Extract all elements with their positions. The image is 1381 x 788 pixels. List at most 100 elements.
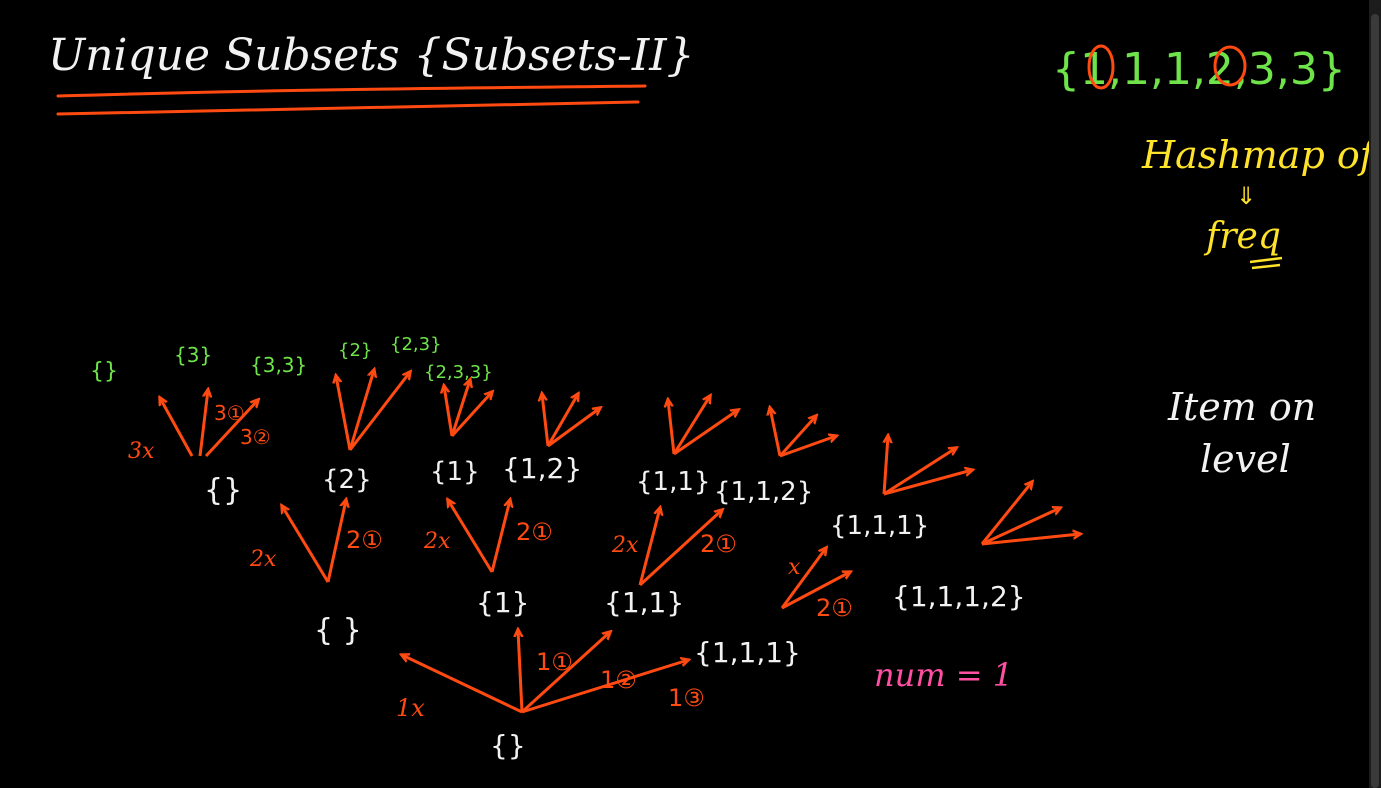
node-l2-one-one: {1,1}: [636, 467, 710, 497]
page-title: Unique Subsets {Subsets-II}: [48, 30, 695, 81]
node-l2-one-one-one: {1,1,1}: [830, 511, 929, 541]
scrollbar-thumb[interactable]: [1371, 14, 1379, 788]
label-e-3x: 3x: [128, 439, 155, 464]
edge-g-a: [444, 386, 454, 437]
branch-k: [882, 436, 972, 496]
item-line-2: level: [1200, 437, 1291, 481]
edge-b-2o: [490, 500, 510, 573]
branch-h: [542, 394, 600, 448]
edge-d-2x: [780, 548, 826, 609]
edge-l-b: [981, 508, 1060, 546]
branch-j: [770, 408, 836, 458]
edge-e-3x: [160, 398, 194, 457]
label-e-3b: 3②: [240, 425, 271, 449]
edge-i-b: [672, 396, 710, 455]
edge-c-2x: [638, 508, 660, 586]
edge-g-c: [450, 392, 492, 438]
branch-f: {2} {2,3} {2,3,3}: [336, 334, 493, 451]
edge-root-1c: [521, 660, 688, 714]
edge-j-a: [770, 408, 782, 457]
label-d-2o: 2①: [816, 594, 853, 622]
node-l1-one: {1}: [476, 586, 529, 619]
edge-j-b: [778, 416, 816, 458]
node-l2-one: {1}: [430, 457, 480, 487]
leaf-3: {3,3}: [250, 353, 307, 377]
label-b-2o: 2①: [516, 518, 553, 546]
node-l2-one-one-two: {1,1,2}: [714, 477, 813, 507]
edge-root-1x: [402, 655, 523, 714]
edge-j-c: [779, 436, 836, 458]
node-l1-one-one-one: {1,1,1}: [694, 636, 801, 669]
branch-l: [980, 482, 1080, 546]
branch-d: x 2① {1,1,1}: [780, 511, 929, 622]
node-l1-empty: { }: [314, 613, 362, 648]
first-one-circle: [1087, 44, 1115, 90]
edge-e-3b: [204, 400, 258, 458]
node-l2-two: {2}: [322, 465, 372, 495]
first-two-circle: [1213, 45, 1247, 87]
edge-i-a: [668, 400, 676, 455]
edge-g-b: [450, 380, 470, 437]
title-group: Unique Subsets {Subsets-II}: [48, 30, 695, 116]
label-e-3a: 3①: [214, 401, 245, 425]
edge-e-3a: [198, 390, 208, 457]
label-root-1a: 1①: [536, 648, 573, 676]
num-note: num = 1: [874, 656, 1013, 694]
edge-d-2o: [781, 572, 850, 610]
edge-k-c: [883, 470, 972, 496]
edge-h-a: [542, 394, 550, 447]
branch-a: 2x 2① {} {2}: [204, 465, 383, 583]
edge-f-c: [348, 372, 410, 451]
leaf-1: {}: [90, 359, 118, 384]
edge-k-b: [883, 448, 956, 496]
branch-i: [668, 396, 738, 456]
edge-i-c: [673, 410, 738, 456]
branch-g: [444, 380, 492, 438]
hashmap-line-1: Hashmap of: [1141, 133, 1380, 177]
edge-a-2o: [326, 500, 346, 583]
node-root: {}: [490, 729, 526, 762]
node-l2-empty: {}: [204, 473, 242, 508]
label-c-2x: 2x: [611, 533, 639, 558]
leaf-5: {2,3}: [390, 334, 442, 355]
hashmap-note: Hashmap of ⇓ freq: [1141, 133, 1380, 270]
edge-b-2x: [448, 500, 494, 573]
label-a-2o: 2①: [346, 526, 383, 554]
edge-k-a: [882, 436, 888, 495]
item-level-note: Item on level: [1167, 385, 1316, 481]
item-line-1: Item on: [1167, 385, 1316, 429]
vertical-scrollbar[interactable]: [1369, 0, 1381, 788]
title-underline-1: [56, 84, 647, 98]
input-set-group: {1,1,1,2,3,3}: [1052, 44, 1346, 95]
edge-h-b: [546, 394, 578, 447]
label-root-1b: 1②: [600, 666, 637, 694]
edge-f-a: [336, 376, 352, 451]
leaf-6: {2,3,3}: [424, 362, 493, 383]
level-1: { } {1} {1,1} {1,1,1} {1,1,1,2}: [314, 580, 1026, 669]
branch-c: 2x 2① {1,1} {1,1,2}: [611, 467, 813, 587]
label-d-2x: x: [788, 555, 801, 580]
edge-f-b: [348, 370, 374, 451]
label-a-2x: 2x: [249, 547, 277, 572]
branch-b: 2x 2① {1} {1,2}: [423, 452, 582, 573]
edge-root-1b: [520, 632, 610, 714]
root-level: {} 1x 1① 1② 1③: [396, 630, 705, 762]
label-root-1x: 1x: [396, 694, 425, 722]
edge-l-c: [981, 534, 1080, 546]
node-l2-one-two: {1,2}: [502, 452, 582, 485]
edge-h-c: [547, 408, 600, 448]
leaf-2: {3}: [174, 343, 212, 367]
edge-c-2o: [638, 510, 722, 587]
label-c-2o: 2①: [700, 530, 737, 558]
edge-l-a: [980, 482, 1032, 545]
label-root-1c: 1③: [668, 684, 705, 712]
edge-root-1a: [518, 630, 524, 713]
node-l1-one-one: {1,1}: [604, 586, 684, 619]
edge-a-2x: [282, 506, 330, 583]
hashmap-arrow: ⇓: [1236, 182, 1256, 210]
title-underline-2: [56, 100, 640, 116]
hashmap-line-2: freq: [1203, 216, 1281, 257]
leaf-4: {2}: [338, 340, 372, 361]
label-b-2x: 2x: [423, 529, 451, 554]
